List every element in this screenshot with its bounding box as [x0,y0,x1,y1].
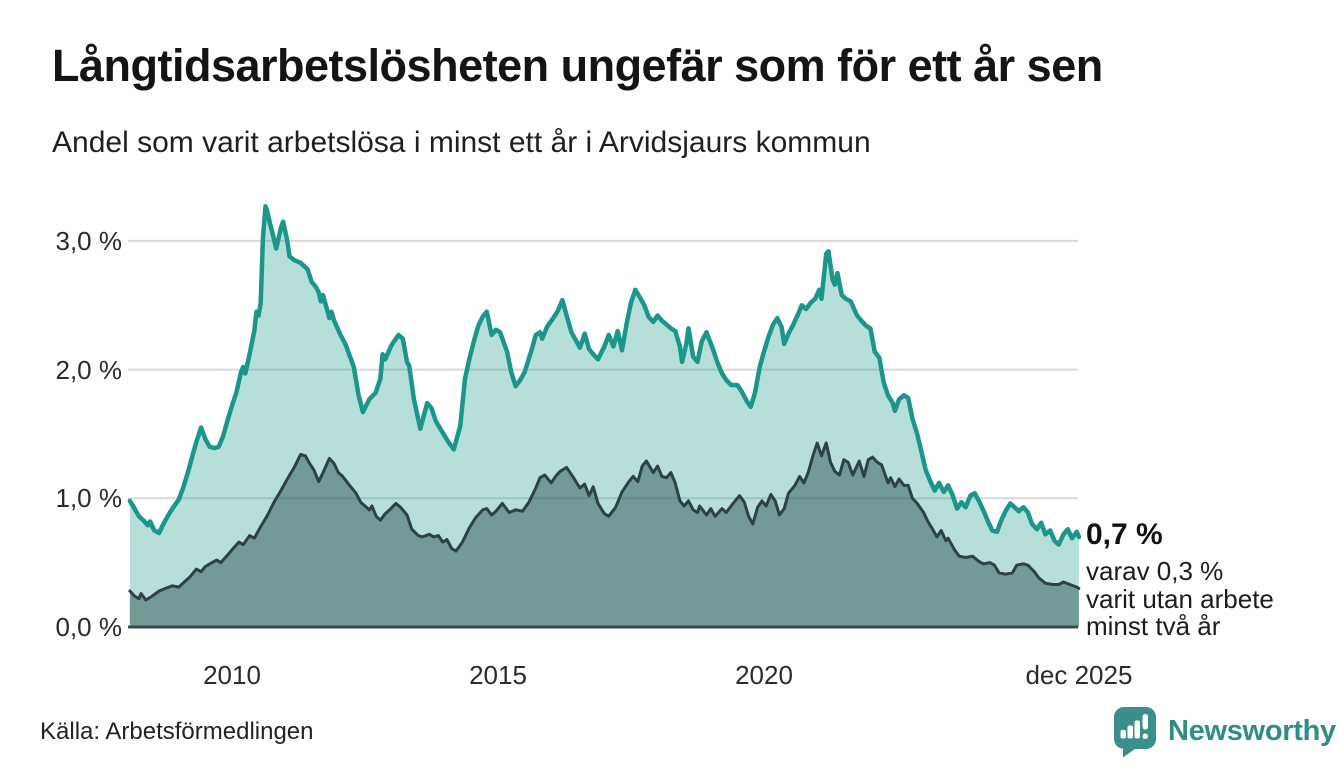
annotation-line: varav 0,3 % [1086,556,1224,586]
newsworthy-logo[interactable]: Newsworthy [1112,705,1336,758]
chart-subtitle: Andel som varit arbetslösa i minst ett å… [52,126,871,159]
x-axis-tick-label: dec 2025 [1025,660,1133,690]
annotation-detail: varav 0,3 % varit utan arbete minst två år [1086,556,1336,641]
x-axis-tick-label: 2020 [735,660,793,690]
y-axis-tick-label: 3,0 % [55,225,123,256]
page-title: Långtidsarbetslösheten ungefär som för e… [52,40,1103,91]
annotation-line: varit utan arbete [1086,583,1274,614]
annotation-line: minst två år [1086,611,1221,641]
y-axis-tick-label: 2,0 % [55,354,123,385]
source-note: Källa: Arbetsförmedlingen [40,718,314,745]
area-total [129,206,1079,627]
latest-total-value: 0,7 % [1086,518,1163,551]
newsworthy-bubble-chart-icon [1114,707,1156,758]
end-value-annotation: 0,7 % varav 0,3 % varit utan arbete minst … [1086,518,1336,641]
y-axis-tick-label: 1,0 % [55,483,123,514]
line-two_years [128,441,1081,602]
y-axis-tick-label: 0,0 % [55,612,123,642]
x-axis-tick-label: 2015 [469,660,527,690]
x-axis-tick-label: 2010 [203,660,261,690]
newsworthy-wordmark: Newsworthy [1168,715,1336,747]
line-total [127,203,1082,547]
area-two_years [129,443,1079,627]
